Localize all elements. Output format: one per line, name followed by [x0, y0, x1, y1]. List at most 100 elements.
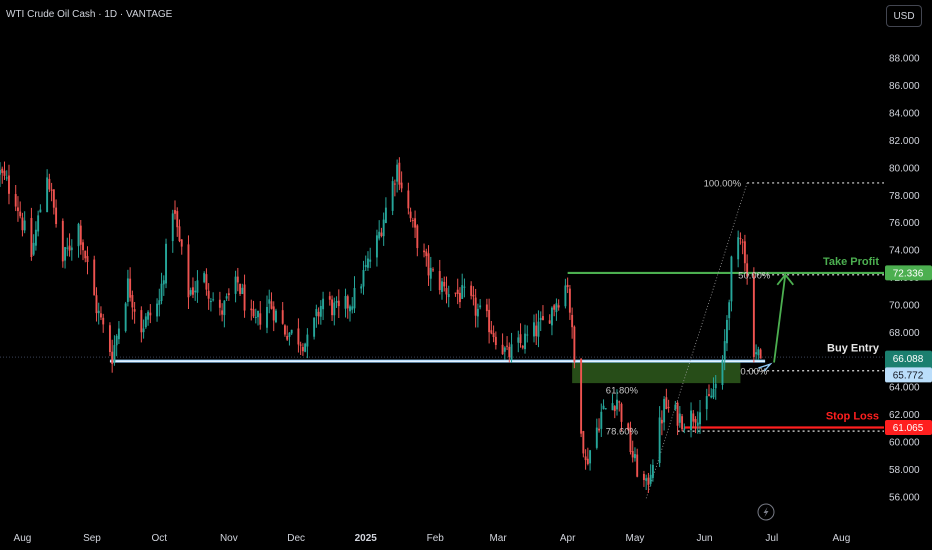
- candle-body: [100, 313, 102, 318]
- candle-body: [64, 247, 67, 261]
- candle-body: [254, 316, 257, 318]
- candle-body: [463, 286, 466, 288]
- candle-body: [629, 427, 632, 453]
- candle-body: [102, 317, 105, 325]
- candle-body: [14, 194, 17, 207]
- candle-body: [207, 290, 210, 299]
- candle-body: [142, 328, 145, 333]
- candle-body: [391, 181, 394, 211]
- candle-body: [270, 301, 273, 309]
- candle-body: [526, 334, 529, 336]
- candle-body: [438, 271, 441, 291]
- fib-label: 78.60%: [606, 427, 639, 438]
- candle-body: [443, 281, 446, 287]
- candle-body: [752, 275, 755, 358]
- candle-body: [411, 220, 414, 222]
- candle-body: [694, 418, 697, 423]
- candle-body: [290, 329, 293, 334]
- candle-body: [568, 288, 571, 313]
- y-tick-label: 84.000: [889, 109, 920, 120]
- candle-body: [77, 223, 80, 247]
- candle-body: [375, 235, 378, 258]
- candle-body: [539, 317, 542, 321]
- candle-body: [234, 276, 237, 294]
- stop-loss-price-tag: 61.065: [893, 423, 924, 434]
- candle-body: [537, 321, 540, 337]
- lightning-glyph: [763, 507, 769, 517]
- candle-body: [86, 256, 89, 263]
- candle-body: [501, 344, 504, 355]
- candle-body: [757, 349, 760, 356]
- target-arrow-shaft: [773, 274, 787, 363]
- candle-body: [636, 454, 639, 477]
- candle-body: [243, 284, 246, 311]
- candle-body: [535, 325, 538, 337]
- candle-body: [319, 305, 322, 317]
- candle-body: [218, 299, 221, 308]
- x-tick-label: Aug: [14, 533, 32, 544]
- candle-body: [573, 326, 576, 362]
- candle-body: [663, 398, 666, 423]
- candle-body: [678, 413, 681, 423]
- candle-body: [171, 213, 174, 242]
- candle-body: [692, 413, 695, 422]
- candle-body: [506, 345, 509, 347]
- candle-body: [595, 427, 598, 448]
- support-price-tag-bg: [885, 367, 932, 383]
- fib-label: 100.00%: [704, 178, 742, 189]
- x-tick-label: Apr: [560, 533, 576, 544]
- candle-body: [584, 456, 587, 461]
- candle-body: [613, 406, 616, 412]
- currency-button[interactable]: USD: [886, 5, 922, 27]
- candle-body: [0, 169, 1, 175]
- candle-body: [115, 335, 118, 346]
- candle-body: [156, 303, 159, 317]
- candle-body: [445, 288, 448, 295]
- candle-body: [304, 343, 307, 352]
- candle-body: [149, 312, 152, 316]
- candle-body: [409, 211, 412, 219]
- candle-body: [353, 288, 356, 309]
- candle-body: [524, 333, 526, 350]
- fib-label: 61.80%: [606, 385, 639, 396]
- candle-body: [488, 309, 491, 333]
- candle-body: [322, 298, 325, 310]
- candle-body: [286, 336, 289, 340]
- candle-body: [189, 290, 192, 295]
- candle-body: [728, 302, 731, 319]
- candle-body: [755, 352, 758, 355]
- x-tick-label: Oct: [152, 533, 168, 544]
- x-tick-label: Aug: [832, 533, 850, 544]
- candle-body: [741, 241, 744, 243]
- candle-body: [542, 316, 544, 321]
- y-tick-label: 74.000: [889, 246, 920, 257]
- candle-body: [113, 345, 116, 362]
- x-tick-label: Jun: [696, 533, 712, 544]
- candle-body: [351, 306, 354, 310]
- candle-body: [1, 168, 4, 173]
- x-tick-label: 2025: [355, 533, 378, 544]
- candle-body: [582, 431, 585, 454]
- candle-body: [683, 428, 686, 430]
- candle-body: [223, 300, 226, 316]
- candle-body: [396, 164, 399, 182]
- candle-body: [586, 458, 589, 464]
- candle-body: [301, 347, 304, 352]
- candle-body: [117, 328, 120, 340]
- candle-body: [162, 280, 165, 285]
- candle-body: [131, 295, 134, 308]
- stop-loss-price-tag-bg: [885, 419, 932, 435]
- candle-body: [429, 267, 432, 279]
- candle-body: [335, 301, 338, 303]
- candle-body: [147, 311, 150, 320]
- candle-body: [93, 259, 96, 296]
- y-tick-label: 68.000: [889, 328, 920, 339]
- demand-zone: [572, 360, 741, 384]
- y-tick-label: 80.000: [889, 163, 920, 174]
- fib-label: 0.00%: [740, 366, 767, 377]
- candle-body: [313, 317, 316, 337]
- candle-body: [5, 177, 8, 179]
- candle-body: [647, 477, 650, 485]
- candle-body: [649, 474, 652, 484]
